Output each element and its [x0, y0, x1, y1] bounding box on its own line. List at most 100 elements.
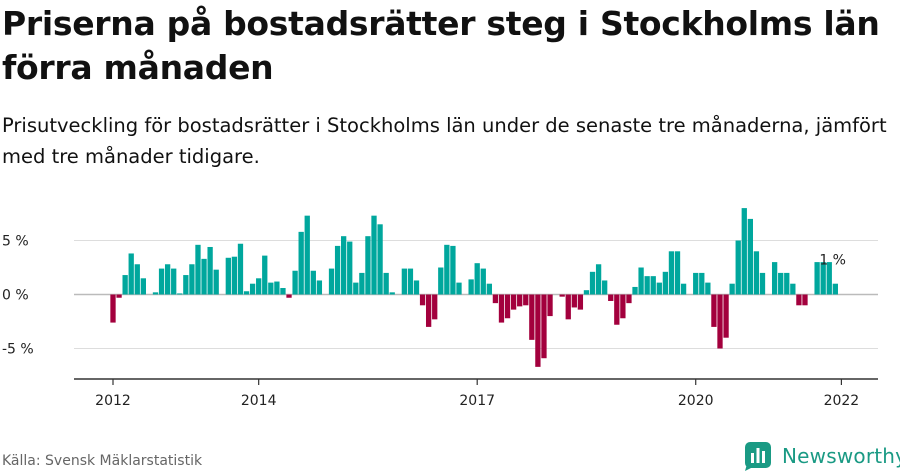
bar: [474, 263, 480, 295]
bar: [347, 241, 353, 295]
bar: [753, 251, 760, 295]
bar: [486, 283, 492, 295]
bar: [784, 272, 790, 295]
bar-series: [110, 208, 838, 367]
axis-labels: 5 % 0 % -5 % 2012 2014 2017 2020 2022 1 %: [2, 234, 859, 410]
bar: [268, 282, 274, 295]
bar: [729, 283, 735, 295]
x-tick-label: 2017: [459, 393, 495, 409]
bar: [353, 282, 359, 295]
bar: [243, 291, 250, 295]
bar: [747, 218, 753, 295]
bar: [249, 283, 256, 295]
bar: [189, 264, 195, 295]
chart-subtitle: Prisutveckling för bostadsrätter i Stock…: [2, 114, 887, 168]
bar: [419, 294, 426, 306]
bar: [735, 240, 741, 295]
bar: [304, 215, 310, 295]
bar: [693, 272, 699, 295]
bar: [547, 294, 553, 317]
bar: [158, 268, 165, 295]
last-value-label: 1 %: [819, 253, 846, 269]
x-axis: [74, 378, 878, 385]
bar: [771, 262, 778, 295]
bar: [741, 208, 747, 295]
x-tick-label: 2020: [678, 393, 714, 409]
bar: [626, 294, 632, 304]
bar: [802, 294, 808, 306]
bar: [759, 272, 766, 295]
bar: [134, 264, 140, 295]
bar: [832, 283, 838, 295]
bar: [699, 272, 705, 295]
bar: [128, 253, 134, 295]
bar: [589, 271, 596, 295]
y-tick-label: 0 %: [2, 288, 29, 304]
brand-name: Newsworthy: [782, 444, 900, 468]
bar: [517, 294, 523, 307]
bar: [231, 256, 238, 295]
brand-logo[interactable]: Newsworthy: [744, 440, 900, 472]
bar: [644, 276, 650, 295]
bar: [383, 272, 389, 295]
bar: [535, 294, 541, 367]
bar: [826, 262, 832, 295]
bar: [656, 282, 662, 295]
bar: [450, 245, 456, 295]
bar: [213, 269, 219, 295]
bar: [425, 294, 432, 327]
bar: [456, 282, 462, 295]
bar: [122, 275, 128, 295]
bar: [711, 294, 717, 327]
bar: [680, 283, 687, 295]
bar: [504, 294, 511, 319]
bar: [614, 294, 620, 325]
x-tick-label: 2014: [241, 393, 277, 409]
bar: [177, 293, 183, 295]
bar: [668, 251, 675, 295]
bar: [371, 215, 377, 295]
bar: [225, 257, 231, 295]
bar: [510, 294, 517, 310]
bar: [401, 268, 408, 295]
bar: [298, 231, 304, 295]
bar: [577, 294, 584, 310]
bar: [116, 294, 122, 298]
bar: [183, 275, 189, 295]
bar: [171, 268, 177, 295]
bar: [602, 280, 608, 295]
bar: [608, 294, 614, 301]
bar: [632, 286, 638, 295]
bar: [541, 294, 547, 359]
bar: [529, 294, 535, 340]
bar: [820, 262, 826, 295]
bar: [444, 244, 450, 295]
bar: [523, 294, 529, 306]
bar: [274, 281, 280, 295]
bar: [595, 264, 602, 295]
bar: [377, 224, 383, 295]
bar: [662, 271, 669, 295]
bar: [480, 268, 486, 295]
bar: [559, 294, 565, 297]
source-note: Källa: Svensk Mäklarstatistik: [2, 453, 203, 469]
bar: [201, 258, 207, 295]
bar: [620, 294, 626, 319]
bar: [110, 294, 116, 323]
bar: [468, 279, 474, 295]
bar: [717, 294, 723, 349]
bar: [674, 251, 681, 295]
bar: [778, 272, 784, 295]
bar: [565, 294, 571, 320]
bar: [359, 272, 365, 295]
y-tick-label: -5 %: [2, 342, 34, 358]
bar: [389, 292, 395, 295]
bar: [207, 246, 213, 295]
bar: [328, 268, 335, 295]
bar: [438, 267, 444, 295]
bar: [705, 282, 711, 295]
y-tick-label: 5 %: [2, 234, 29, 250]
bar: [638, 267, 644, 295]
x-tick-label: 2022: [824, 393, 860, 409]
